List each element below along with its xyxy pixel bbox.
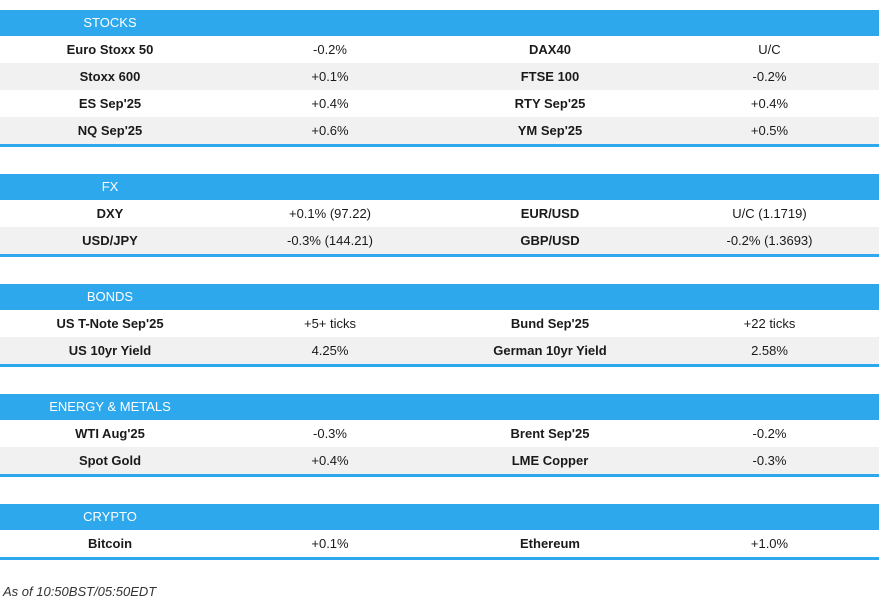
section-title: STOCKS <box>83 15 137 30</box>
instrument-name: US T-Note Sep'25 <box>56 316 164 331</box>
instrument-name: Spot Gold <box>78 453 142 468</box>
instrument-change: 4.25% <box>311 343 349 358</box>
instrument-change: -0.2% <box>752 426 787 441</box>
instrument-change: +0.4% <box>311 453 349 468</box>
instrument-change: +0.1% <box>311 69 349 84</box>
section-header: STOCKS <box>0 10 879 36</box>
instrument-change: -0.2% (1.3693) <box>726 233 813 248</box>
section-divider <box>0 474 879 477</box>
section-title: ENERGY & METALS <box>49 399 171 414</box>
table-row: ES Sep'25 +0.4% RTY Sep'25 +0.4% <box>0 90 879 117</box>
instrument-name: EUR/USD <box>520 206 580 221</box>
instrument-name: NQ Sep'25 <box>77 123 143 138</box>
instrument-name: Stoxx 600 <box>79 69 141 84</box>
instrument-change: U/C (1.1719) <box>732 206 807 221</box>
instrument-change: +0.1% <box>311 536 349 551</box>
table-row: NQ Sep'25 +0.6% YM Sep'25 +0.5% <box>0 117 879 144</box>
instrument-name: GBP/USD <box>520 233 580 248</box>
table-row: DXY +0.1% (97.22) EUR/USD U/C (1.1719) <box>0 200 879 227</box>
instrument-change: -0.2% <box>313 42 347 57</box>
instrument-name: USD/JPY <box>82 233 138 248</box>
instrument-name: WTI Aug'25 <box>75 426 145 441</box>
section-divider <box>0 254 879 257</box>
instrument-name: RTY Sep'25 <box>514 96 586 111</box>
section-title: FX <box>101 179 119 194</box>
section-header: FX <box>0 174 879 200</box>
section-divider <box>0 144 879 147</box>
instrument-name: German 10yr Yield <box>493 343 607 358</box>
section-stocks: STOCKS Euro Stoxx 50 -0.2% DAX40 U/C Stoxx 60… <box>0 10 879 147</box>
timestamp-note: As of 10:50BST/05:50EDT <box>3 584 157 599</box>
section-bonds: BONDS US T-Note Sep'25 +5+ ticks Bund Sep'2… <box>0 284 879 367</box>
instrument-name: Ethereum <box>520 536 580 551</box>
instrument-name: Bund Sep'25 <box>510 316 590 331</box>
instrument-name: DAX40 <box>529 42 571 57</box>
instrument-change: -0.3% <box>752 453 787 468</box>
table-row: Bitcoin +0.1% Ethereum +1.0% <box>0 530 879 557</box>
instrument-change: +0.4% <box>750 96 789 111</box>
instrument-change: -0.3% (144.21) <box>287 233 373 248</box>
instrument-name: Brent Sep'25 <box>510 426 590 441</box>
instrument-change: U/C <box>758 42 781 57</box>
instrument-change: +5+ ticks <box>303 316 357 331</box>
market-summary: STOCKS Euro Stoxx 50 -0.2% DAX40 U/C Stoxx 60… <box>0 10 879 587</box>
section-header: ENERGY & METALS <box>0 394 879 420</box>
instrument-change: +22 ticks <box>743 316 796 331</box>
table-row: USD/JPY -0.3% (144.21) GBP/USD -0.2% (1.369… <box>0 227 879 254</box>
instrument-name: Euro Stoxx 50 <box>66 42 154 57</box>
section-divider <box>0 364 879 367</box>
table-row: US 10yr Yield 4.25% German 10yr Yield 2.58% <box>0 337 879 364</box>
instrument-change: +0.4% <box>311 96 349 111</box>
section-crypto: CRYPTO Bitcoin +0.1% Ethereum +1.0% <box>0 504 879 560</box>
instrument-change: -0.2% <box>752 69 787 84</box>
instrument-name: FTSE 100 <box>520 69 580 84</box>
instrument-name: US 10yr Yield <box>68 343 152 358</box>
table-row: US T-Note Sep'25 +5+ ticks Bund Sep'25 +22 … <box>0 310 879 337</box>
instrument-name: LME Copper <box>511 453 589 468</box>
instrument-change: +0.6% <box>311 123 349 138</box>
instrument-name: YM Sep'25 <box>517 123 583 138</box>
instrument-change: +0.1% (97.22) <box>288 206 372 221</box>
section-header: BONDS <box>0 284 879 310</box>
section-divider <box>0 557 879 560</box>
instrument-change: 2.58% <box>751 343 788 358</box>
section-title: BONDS <box>86 289 134 304</box>
table-row: Spot Gold +0.4% LME Copper -0.3% <box>0 447 879 474</box>
instrument-change: -0.3% <box>313 426 347 441</box>
table-row: Stoxx 600 +0.1% FTSE 100 -0.2% <box>0 63 879 90</box>
instrument-change: +0.5% <box>750 123 789 138</box>
section-title: CRYPTO <box>83 509 137 524</box>
instrument-name: DXY <box>96 206 124 221</box>
instrument-name: ES Sep'25 <box>78 96 142 111</box>
table-row: WTI Aug'25 -0.3% Brent Sep'25 -0.2% <box>0 420 879 447</box>
table-row: Euro Stoxx 50 -0.2% DAX40 U/C <box>0 36 879 63</box>
instrument-change: +1.0% <box>750 536 789 551</box>
instrument-name: Bitcoin <box>87 536 133 551</box>
section-header: CRYPTO <box>0 504 879 530</box>
section-fx: FX DXY +0.1% (97.22) EUR/USD U/C (1.1719) USD… <box>0 174 879 257</box>
section-energy-metals: ENERGY & METALS WTI Aug'25 -0.3% Brent Sep'… <box>0 394 879 477</box>
